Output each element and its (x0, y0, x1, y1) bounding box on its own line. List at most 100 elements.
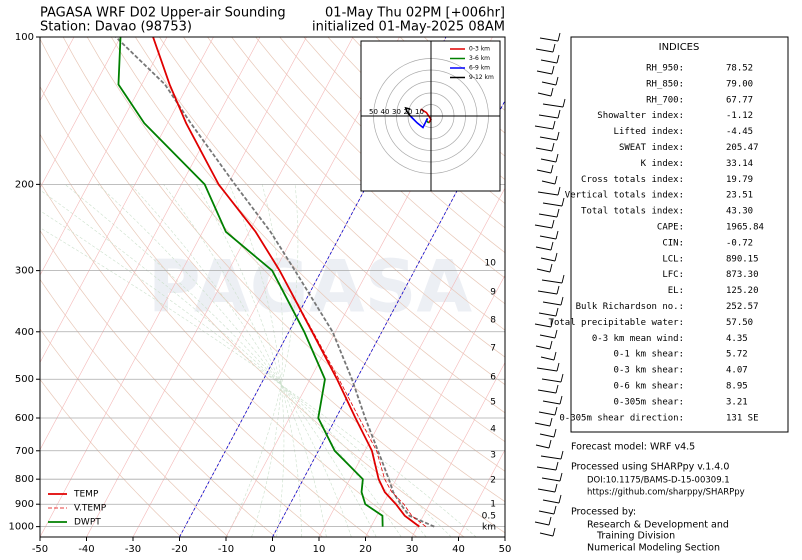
barb-staff (537, 488, 556, 493)
init-time: initialized 01-May-2025 08AM (312, 20, 505, 35)
barb-flag (561, 274, 565, 284)
barb-staff (535, 147, 553, 152)
moist-adiabat (196, 184, 302, 537)
index-label: Showalter index: (597, 111, 684, 121)
barb-flag (549, 417, 553, 427)
barb-flag (552, 120, 556, 130)
barb-flag (556, 362, 560, 372)
index-label: Lifted index: (614, 127, 684, 137)
footer-text: https://github.com/sharppy/SHARPpy (587, 488, 745, 498)
barb-staff (541, 378, 562, 383)
height-label: 4 (490, 425, 496, 435)
barb-staff (536, 466, 557, 471)
index-label: 0-3 km shear: (614, 366, 684, 376)
barb-staff (535, 345, 551, 350)
dry-adiabat (207, 37, 505, 331)
barb-flag (555, 230, 559, 240)
index-value: 79.00 (726, 79, 753, 89)
y-tick-label: 500 (15, 374, 34, 385)
legend-label: 9-12 km (469, 74, 494, 81)
index-value: 19.79 (726, 175, 753, 185)
barb-staff (535, 246, 552, 251)
index-label: Cross totals index: (581, 175, 684, 185)
dry-adiabat (40, 133, 418, 537)
index-value: 43.30 (726, 207, 753, 217)
index-label: K index: (641, 159, 684, 169)
height-label: 5 (490, 398, 496, 408)
dry-adiabat (40, 181, 371, 537)
barb-flag (555, 461, 559, 471)
barb-flag (549, 263, 553, 273)
barb-flag (552, 43, 556, 53)
barb-flag (551, 65, 555, 75)
hodograph-line (409, 115, 429, 129)
index-value: 252.57 (726, 302, 759, 312)
moist-adiabat (40, 189, 427, 537)
footer-text: DOI:10.1175/BAMS-D-15-00309.1 (587, 476, 730, 486)
footer-text: Research & Development and (587, 520, 729, 531)
barb-staff (538, 411, 556, 416)
barb-staff (534, 521, 550, 526)
barb-flag (554, 175, 558, 185)
y-tick-label: 1000 (9, 522, 34, 533)
barb-staff (540, 158, 557, 163)
barb-staff (539, 235, 557, 240)
y-tick-label: 400 (15, 327, 34, 338)
isotherm (458, 449, 505, 537)
dry-adiabat (40, 278, 276, 537)
height-label: 9 (490, 288, 496, 298)
legend-label: 3-6 km (469, 55, 490, 62)
moist-adiabat (163, 184, 327, 537)
barb-staff (541, 81, 557, 86)
barb-staff (539, 433, 555, 438)
moist-adiabat (229, 184, 285, 537)
profile-line (117, 37, 384, 527)
index-value: 8.95 (726, 382, 748, 392)
barb-flag (548, 439, 552, 449)
moist-adiabat (251, 184, 284, 537)
profile-line (152, 37, 427, 527)
x-tick-label: -40 (78, 544, 94, 555)
height-label: 1 (490, 500, 496, 510)
barb-staff (542, 499, 560, 504)
indices-frame (570, 36, 789, 433)
barb-flag (562, 98, 566, 108)
legend-label: TEMP (73, 490, 99, 500)
x-tick-label: 50 (499, 544, 512, 555)
barb-flag (551, 219, 555, 229)
dry-adiabat (135, 37, 505, 414)
dry-adiabat (279, 37, 505, 254)
index-label: SWEAT index: (619, 143, 684, 153)
barb-staff (540, 356, 555, 361)
index-value: -0.72 (726, 238, 753, 248)
footer-text: Forecast model: WRF v4.5 (571, 442, 695, 453)
index-label: Total precipitable water: (549, 318, 684, 328)
dry-adiabat (231, 37, 505, 305)
ring-label: 40 (381, 108, 390, 116)
dry-adiabat (62, 37, 505, 503)
index-value: 67.77 (726, 95, 753, 105)
barb-staff (537, 389, 557, 394)
moist-adiabat (226, 184, 299, 537)
index-value: 890.15 (726, 254, 759, 264)
barb-flag (550, 87, 554, 97)
barb-flag (560, 373, 564, 383)
watermark: PAGASA (148, 245, 473, 329)
index-label: 0-6 km shear: (614, 382, 684, 392)
index-value: 4.35 (726, 334, 748, 344)
x-tick-label: -50 (32, 544, 48, 555)
barb-flag (556, 208, 560, 218)
dry-adiabat (159, 37, 505, 386)
barb-staff (538, 114, 559, 119)
barb-staff (536, 367, 558, 372)
index-value: 1965.84 (726, 223, 764, 233)
barb-flag (555, 153, 559, 163)
x-tick-label: -20 (171, 544, 187, 555)
barb-flag (550, 164, 554, 174)
y-tick-label: 600 (15, 413, 34, 424)
height-label: 7 (490, 344, 496, 354)
index-value: 125.20 (726, 286, 759, 296)
isotherm (132, 37, 400, 537)
y-tick-label: 200 (15, 179, 34, 190)
barb-staff (537, 191, 559, 196)
